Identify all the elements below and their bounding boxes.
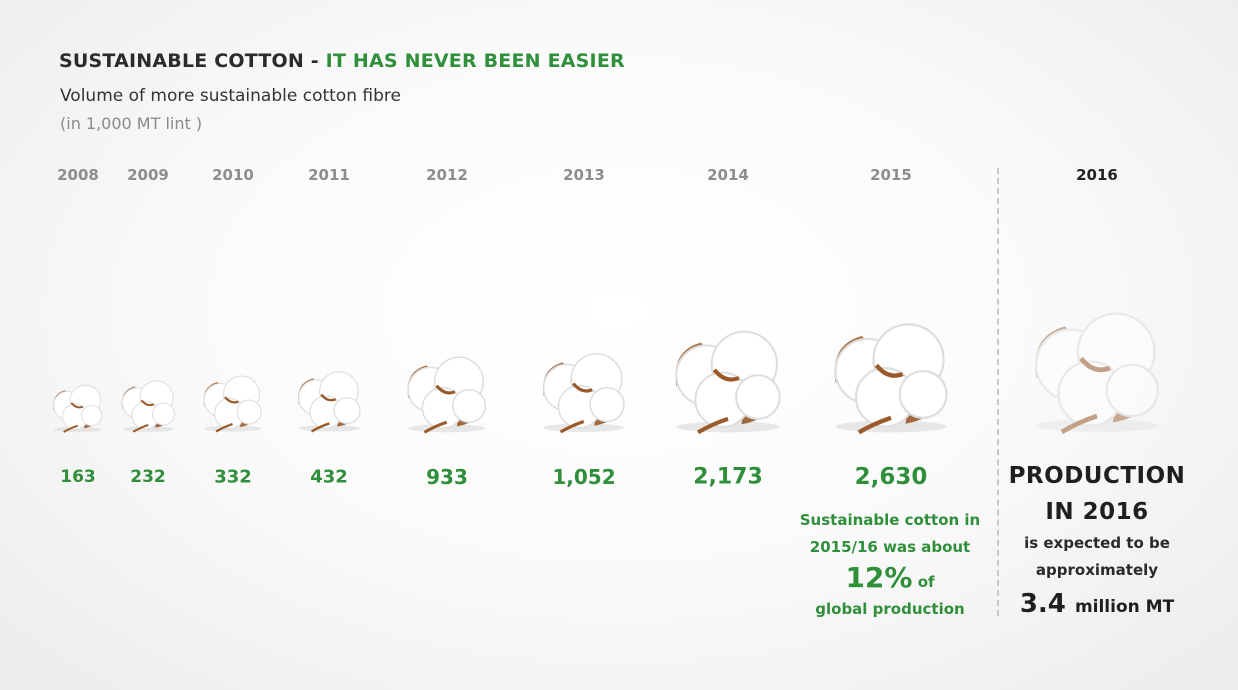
year-label-2010: 2010 (212, 166, 254, 184)
projection-text-1: is expected to be (1024, 534, 1170, 552)
cotton-boll-2015 (834, 322, 948, 434)
year-label-2015: 2015 (870, 166, 912, 184)
projection-text-2: approximately (1035, 561, 1159, 579)
chart-subtitle: Volume of more sustainable cotton fibre (60, 86, 401, 106)
note-of: of (917, 573, 935, 591)
year-label-2014: 2014 (707, 166, 749, 184)
note-line-1: Sustainable cotton in (799, 511, 981, 529)
value-label-2012: 933 (426, 465, 468, 489)
cotton-boll-2013 (543, 353, 625, 434)
projection-divider (997, 168, 999, 616)
value-label-2010: 332 (214, 466, 252, 488)
cotton-boll-2009 (121, 380, 175, 433)
value-label-2008: 163 (60, 467, 96, 487)
note-percent: 12% (845, 561, 913, 594)
cotton-boll-2016 (1035, 312, 1159, 435)
cotton-boll-2010 (203, 375, 263, 433)
global-share-note: Sustainable cotton in 2015/16 was about … (790, 507, 990, 623)
value-label-2009: 232 (130, 467, 166, 487)
note-line-4: global production (815, 600, 965, 618)
projection-value: 3.4 (1019, 589, 1066, 619)
year-label-2012: 2012 (426, 166, 468, 184)
value-label-2011: 432 (310, 466, 348, 488)
cotton-boll-2012 (407, 356, 487, 434)
projection-headline-2: IN 2016 (1045, 499, 1149, 525)
year-label-2011: 2011 (308, 166, 350, 184)
year-label-2008: 2008 (57, 166, 99, 184)
title-main: SUSTAINABLE COTTON - (59, 50, 326, 72)
projection-block: PRODUCTION IN 2016 is expected to be app… (982, 458, 1212, 627)
year-label-2013: 2013 (563, 166, 605, 184)
value-label-2013: 1,052 (552, 465, 616, 489)
projection-unit: million MT (1074, 597, 1175, 617)
cotton-boll-2008 (53, 384, 103, 433)
year-label-2016: 2016 (1076, 166, 1118, 184)
value-label-2015: 2,630 (854, 464, 928, 490)
chart-title: SUSTAINABLE COTTON - IT HAS NEVER BEEN E… (59, 50, 625, 72)
note-line-2: 2015/16 was about (809, 538, 971, 556)
cotton-boll-2011 (297, 371, 361, 434)
value-label-2014: 2,173 (693, 464, 763, 490)
cotton-boll-2014 (675, 330, 781, 434)
title-accent: IT HAS NEVER BEEN EASIER (325, 50, 625, 72)
projection-headline-1: PRODUCTION (1008, 463, 1186, 489)
year-label-2009: 2009 (127, 166, 169, 184)
unit-label: (in 1,000 MT lint ) (60, 114, 203, 133)
